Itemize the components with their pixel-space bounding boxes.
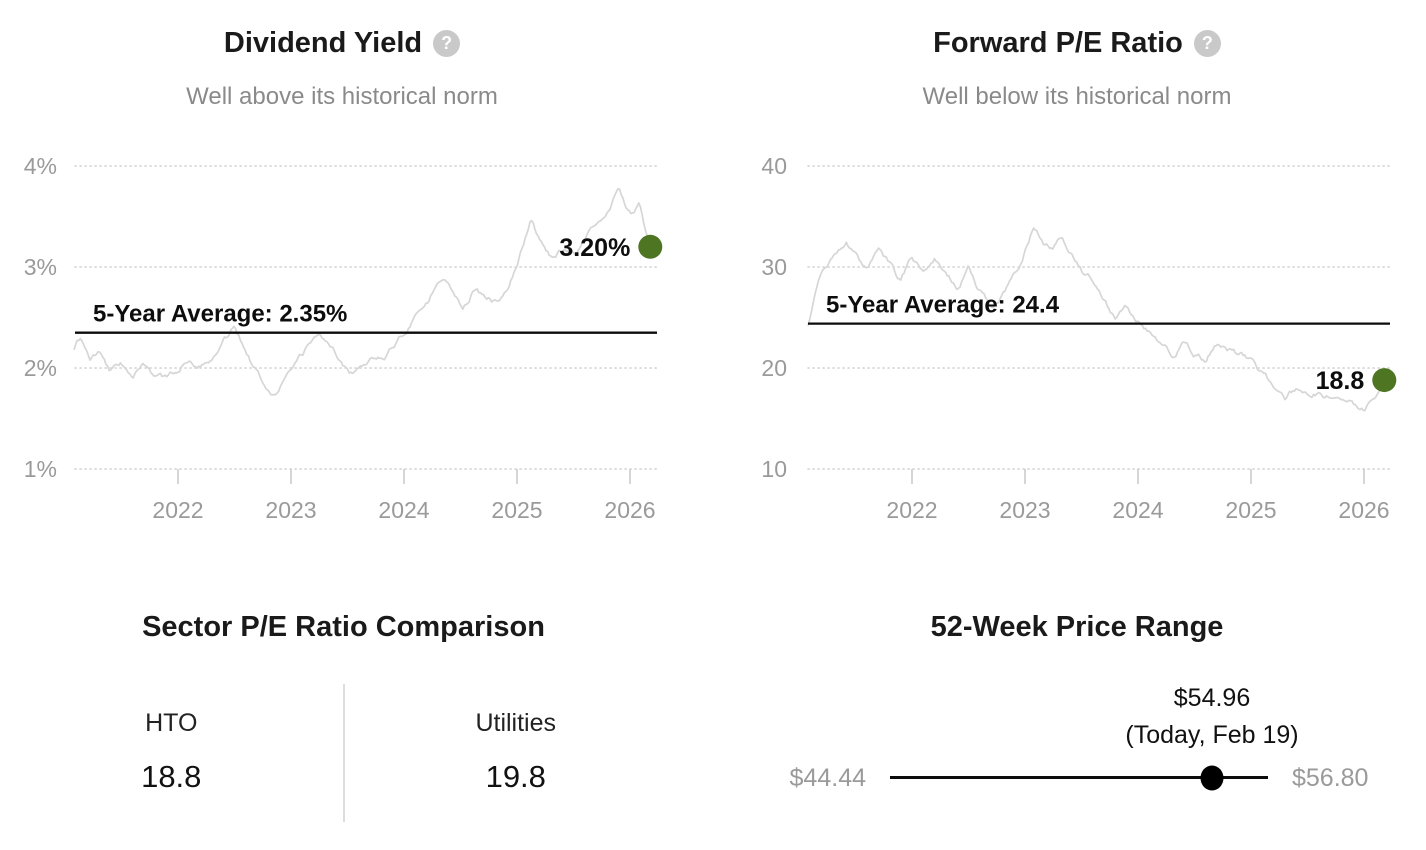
x-axis-label: 2026	[1338, 497, 1389, 523]
current-price-callout: $54.96 (Today, Feb 19)	[1125, 680, 1298, 754]
x-axis-label: 2025	[491, 497, 542, 523]
sector-comparison-title: Sector P/E Ratio Comparison	[142, 611, 545, 643]
panel-sector-comparison: Sector P/E Ratio Comparison HTO 18.8 Uti…	[0, 602, 687, 822]
y-axis-label: 3%	[24, 254, 57, 280]
sector-hto-value: 18.8	[141, 759, 202, 794]
series-line	[73, 187, 652, 396]
dividend-yield-title: Dividend Yield	[223, 27, 423, 59]
y-axis-label: 10	[761, 456, 787, 482]
sector-cell-hto: HTO 18.8	[0, 684, 345, 822]
dividend-yield-chart: 4% 3% 2% 1% 2022 2023 2024 2025 2026 5-Year Avera…	[24, 153, 663, 523]
dividend-yield-subtitle: Well above its historical norm	[186, 83, 498, 110]
y-axis-label: 30	[761, 254, 787, 280]
price-range-high-label: $56.80	[1292, 764, 1369, 792]
x-axis-label: 2022	[152, 497, 203, 523]
current-value-dot	[1372, 368, 1397, 393]
x-axis-label: 2023	[265, 497, 316, 523]
x-axis-label: 2026	[604, 497, 655, 523]
sector-utilities-label: Utilities	[475, 709, 557, 737]
price-range-current-dot	[1200, 765, 1224, 791]
help-icon[interactable]: ?	[1193, 29, 1221, 57]
current-value-dot	[638, 234, 663, 259]
help-icon[interactable]: ?	[433, 29, 461, 57]
series-line	[807, 227, 1386, 412]
average-label: 5-Year Average: 2.35%	[93, 301, 347, 328]
sector-cell-utilities: Utilities 19.8	[345, 684, 688, 822]
y-axis-label: 1%	[24, 456, 57, 482]
y-axis-label: 4%	[24, 153, 57, 179]
price-range-title: 52-Week Price Range	[930, 611, 1224, 643]
forward-pe-title: Forward P/E Ratio	[933, 27, 1183, 59]
dividend-yield-title-row: Dividend Yield ?	[0, 24, 684, 62]
x-axis-label: 2025	[1225, 497, 1276, 523]
sector-hto-label: HTO	[145, 709, 198, 737]
panel-forward-pe-header: Forward P/E Ratio ? Well below its histo…	[735, 24, 1419, 112]
current-price-note: (Today, Feb 19)	[1125, 721, 1299, 749]
forward-pe-title-row: Forward P/E Ratio ?	[735, 24, 1419, 62]
panel-price-range: 52-Week Price Range $54.96 (Today, Feb 1…	[735, 602, 1419, 850]
current-price-value: $54.96	[1173, 684, 1251, 712]
panel-dividend-yield-header: Dividend Yield ? Well above its historic…	[0, 24, 684, 112]
y-axis-label: 2%	[24, 355, 57, 381]
sector-utilities-value: 19.8	[485, 759, 546, 794]
average-label: 5-Year Average: 24.4	[826, 292, 1060, 319]
x-axis-label: 2023	[999, 497, 1050, 523]
current-value-label: 3.20%	[559, 234, 630, 262]
y-axis-label: 20	[761, 355, 787, 381]
x-axis-label: 2022	[886, 497, 937, 523]
forward-pe-chart: 40 30 20 10 2022 2023 2024 2025 2026 5-Year Avera…	[761, 153, 1397, 523]
sector-comparison-row: HTO 18.8 Utilities 19.8	[0, 684, 687, 822]
x-axis-label: 2024	[1112, 497, 1163, 523]
forward-pe-subtitle: Well below its historical norm	[922, 83, 1232, 110]
price-range-low-label: $44.44	[789, 764, 866, 792]
x-axis-label: 2024	[378, 497, 429, 523]
current-value-label: 18.8	[1316, 367, 1365, 395]
y-axis-label: 40	[761, 153, 787, 179]
price-range-track	[890, 776, 1268, 779]
